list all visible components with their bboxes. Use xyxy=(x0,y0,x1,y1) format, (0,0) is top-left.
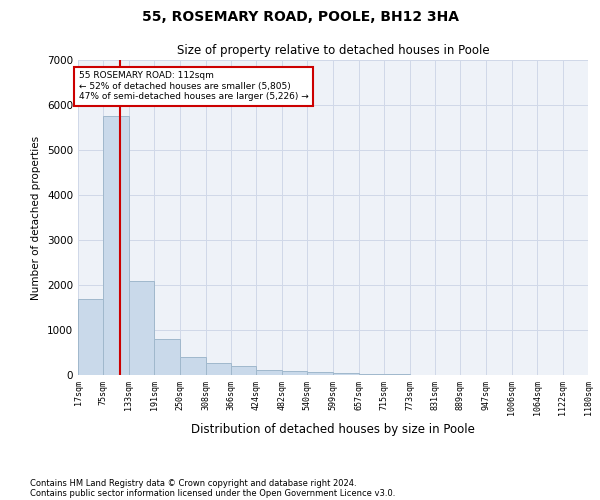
Text: Contains HM Land Registry data © Crown copyright and database right 2024.: Contains HM Land Registry data © Crown c… xyxy=(30,478,356,488)
Bar xyxy=(282,370,307,375)
Bar xyxy=(359,374,384,375)
Bar xyxy=(307,372,333,375)
Bar xyxy=(129,280,154,375)
Bar xyxy=(333,373,359,375)
Bar xyxy=(154,339,180,375)
Text: 55 ROSEMARY ROAD: 112sqm
← 52% of detached houses are smaller (5,805)
47% of sem: 55 ROSEMARY ROAD: 112sqm ← 52% of detach… xyxy=(79,71,308,101)
Bar xyxy=(256,370,282,375)
X-axis label: Distribution of detached houses by size in Poole: Distribution of detached houses by size … xyxy=(191,423,475,436)
Text: Contains public sector information licensed under the Open Government Licence v3: Contains public sector information licen… xyxy=(30,488,395,498)
Text: 55, ROSEMARY ROAD, POOLE, BH12 3HA: 55, ROSEMARY ROAD, POOLE, BH12 3HA xyxy=(142,10,458,24)
Title: Size of property relative to detached houses in Poole: Size of property relative to detached ho… xyxy=(176,44,490,58)
Bar xyxy=(384,374,410,375)
Bar xyxy=(206,363,231,375)
Y-axis label: Number of detached properties: Number of detached properties xyxy=(31,136,41,300)
Bar xyxy=(231,366,256,375)
Bar xyxy=(180,358,206,375)
Bar xyxy=(103,116,129,375)
Bar xyxy=(78,298,103,375)
